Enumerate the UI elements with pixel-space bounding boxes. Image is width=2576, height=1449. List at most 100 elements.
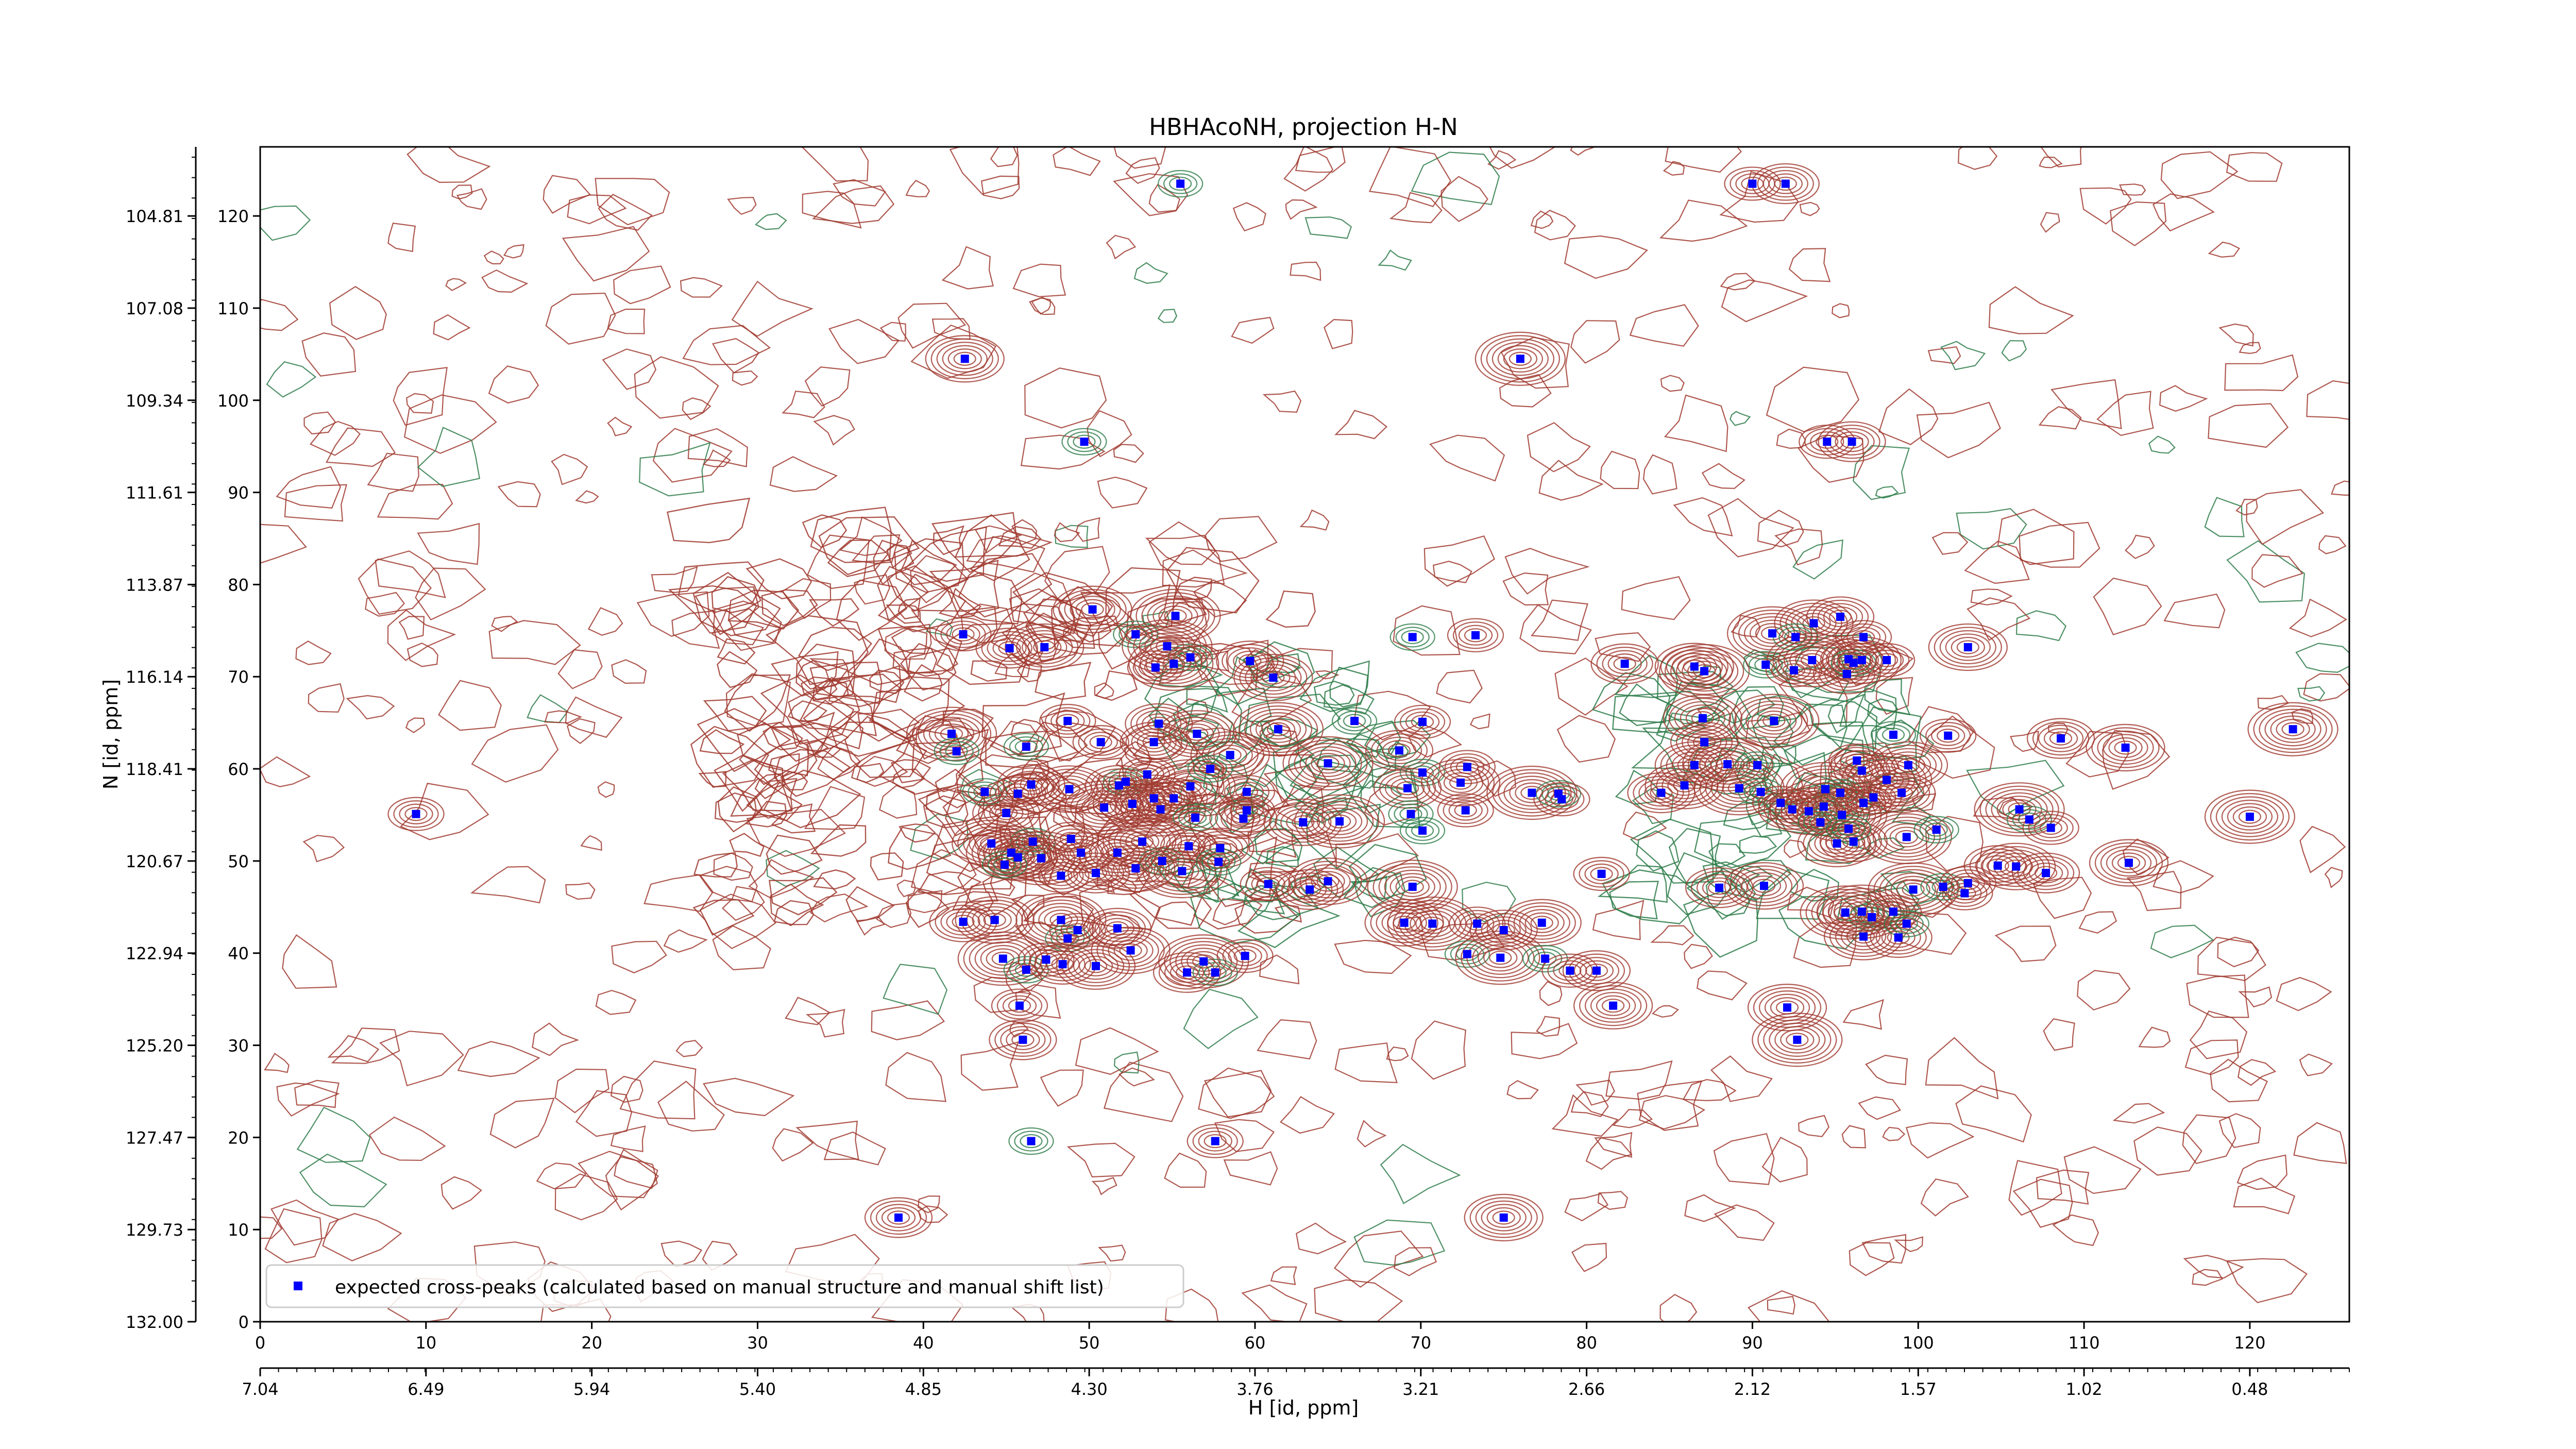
noise-contour [1469, 713, 1490, 730]
cross-peak-marker [1463, 950, 1471, 958]
y-tick-label: 110 [217, 299, 249, 318]
cross-peak-marker [1690, 662, 1699, 671]
peak-contour [1250, 664, 1296, 692]
noise-contour [1290, 261, 1321, 281]
noise-contour [1778, 896, 1871, 950]
peak-contour [1743, 616, 1801, 651]
peak-contour [1008, 1127, 1054, 1155]
cross-peak-marker [1993, 861, 2002, 870]
peak-contour [1690, 870, 1748, 905]
noise-contour [1891, 806, 1931, 825]
peak-contour [1809, 815, 1832, 830]
noise-contour [1920, 1178, 1969, 1217]
peak-contour [1675, 725, 1733, 760]
cross-peak-marker [1849, 837, 1858, 846]
noise-contour [284, 484, 348, 522]
peak-contour [1840, 434, 1863, 449]
cross-peak-marker [1859, 633, 1868, 642]
noise-contour [387, 222, 416, 252]
peak-contour [1945, 633, 1991, 661]
noise-contour [717, 786, 763, 833]
peak-contour [1034, 947, 1091, 982]
noise-contour [1916, 401, 2001, 459]
noise-contour [403, 394, 497, 454]
peak-contour [1255, 715, 1301, 743]
peak-contour [2204, 789, 2296, 844]
cross-peak-marker [1804, 807, 1813, 816]
peak-contour [1192, 958, 1238, 986]
noise-contour [406, 393, 434, 414]
noise-contour [1602, 869, 1706, 924]
peak-contour [1144, 660, 1167, 675]
noise-contour [1594, 1132, 1633, 1158]
peak-contour [1875, 923, 1921, 951]
noise-contour [799, 677, 877, 737]
cross-peak-marker [1566, 966, 1574, 975]
peak-contour [1294, 743, 1362, 784]
noise-contour [717, 651, 758, 688]
peak-contour [1389, 623, 1435, 651]
peak-contour [1316, 756, 1340, 770]
peak-contour [1251, 873, 1285, 895]
peak-contour [1811, 892, 1879, 933]
noise-contour [722, 759, 793, 812]
cross-peak-marker [1002, 808, 1011, 817]
peak-contour [2259, 709, 2327, 750]
peak-contour [945, 744, 968, 759]
peak-contour [1846, 793, 1881, 814]
cross-peak-marker [1239, 814, 1248, 823]
noise-contour [2012, 1178, 2073, 1228]
peak-contour [1343, 714, 1366, 728]
noise-contour [365, 592, 405, 617]
noise-contour [1966, 760, 2065, 816]
peak-contour [1870, 920, 1927, 955]
x-tick-label: 80 [1576, 1333, 1597, 1353]
peak-contour [928, 720, 975, 748]
noise-contour [611, 940, 667, 973]
noise-contour [2236, 1154, 2287, 1190]
noise-contour [1024, 367, 1107, 429]
peak-contour [997, 764, 1065, 805]
cross-peak-marker [2012, 862, 2021, 871]
noise-contour [1257, 1019, 1317, 1060]
cross-peak-marker [1853, 756, 1861, 765]
noise-contour [1747, 1290, 1830, 1322]
noise-contour [771, 651, 839, 697]
cross-peak-marker [1463, 763, 1471, 771]
noise-contour [948, 571, 1023, 625]
cross-peak-marker [1156, 805, 1165, 814]
noise-contour [368, 1116, 446, 1161]
noise-contour [1274, 904, 1302, 923]
peak-contour [1162, 656, 1185, 671]
peak-contour [1889, 913, 1924, 934]
noise-contour [1849, 1242, 1895, 1276]
noise-contour [367, 452, 419, 492]
peak-contour [991, 988, 1048, 1023]
noise-contour [433, 314, 471, 341]
peak-contour [2002, 799, 2037, 820]
cross-peak-marker [2046, 823, 2055, 832]
noise-contour [1020, 434, 1106, 470]
noise-contour [2124, 534, 2155, 559]
peak-contour [1492, 923, 1515, 937]
noise-contour [1075, 1027, 1159, 1075]
peak-contour [939, 740, 974, 762]
noise-contour [294, 1080, 340, 1108]
peak-contour [1797, 819, 1877, 868]
cross-peak-marker [1963, 879, 1972, 887]
peak-contour [981, 631, 1038, 665]
peak-contour [1825, 824, 1882, 859]
noise-contour [2050, 379, 2122, 429]
peak-contour [1489, 950, 1512, 965]
noise-contour [804, 366, 851, 407]
peak-contour [1805, 888, 1885, 937]
noise-contour [970, 536, 1030, 581]
noise-contour [668, 585, 757, 634]
noise-contour [329, 285, 387, 340]
peak-contour [1747, 875, 1782, 897]
noise-contour [598, 194, 653, 231]
peak-contour [1032, 858, 1090, 893]
x-axis-label: H [id, ppm] [1248, 1396, 1359, 1419]
cross-peak-marker [990, 916, 999, 924]
